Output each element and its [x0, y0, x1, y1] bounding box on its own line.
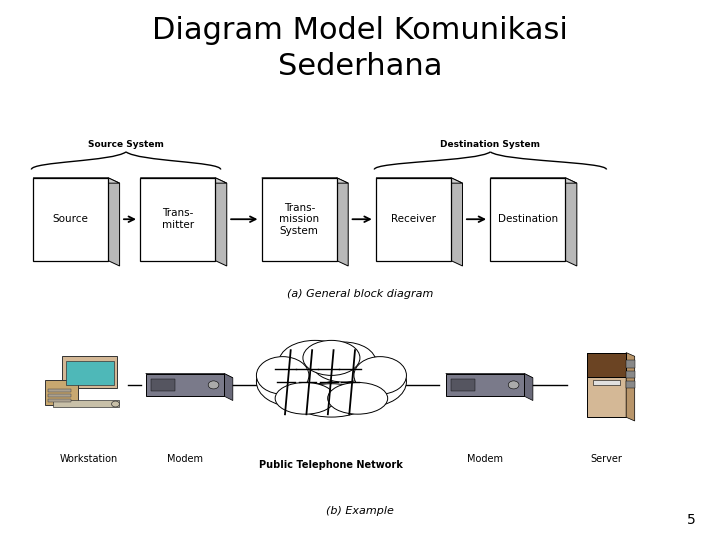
FancyBboxPatch shape — [490, 178, 565, 261]
FancyBboxPatch shape — [145, 374, 224, 396]
Polygon shape — [262, 178, 348, 183]
Text: Modem: Modem — [167, 454, 203, 464]
Polygon shape — [446, 374, 533, 378]
FancyBboxPatch shape — [33, 178, 108, 261]
Polygon shape — [451, 178, 462, 266]
Polygon shape — [224, 374, 233, 401]
Text: Workstation: Workstation — [59, 454, 117, 464]
Text: Destination: Destination — [498, 214, 558, 224]
Text: Trans-
mission
System: Trans- mission System — [279, 202, 320, 236]
Text: Modem: Modem — [467, 454, 503, 464]
Polygon shape — [524, 374, 533, 401]
Polygon shape — [108, 178, 120, 266]
FancyBboxPatch shape — [71, 387, 78, 389]
FancyBboxPatch shape — [140, 178, 215, 261]
FancyBboxPatch shape — [446, 374, 524, 396]
Polygon shape — [33, 178, 120, 183]
Text: Public Telephone Network: Public Telephone Network — [259, 460, 403, 470]
Text: (a) General block diagram: (a) General block diagram — [287, 289, 433, 299]
Ellipse shape — [283, 348, 380, 411]
Ellipse shape — [279, 340, 351, 384]
Ellipse shape — [328, 382, 387, 414]
Text: Source System: Source System — [88, 140, 164, 149]
Text: Trans-
mitter: Trans- mitter — [162, 208, 194, 230]
Polygon shape — [215, 178, 227, 266]
Ellipse shape — [275, 382, 336, 414]
FancyBboxPatch shape — [63, 355, 117, 388]
Polygon shape — [145, 374, 233, 378]
Text: Receiver: Receiver — [391, 214, 436, 224]
FancyBboxPatch shape — [151, 379, 175, 390]
FancyBboxPatch shape — [262, 178, 337, 261]
Polygon shape — [490, 178, 577, 183]
Ellipse shape — [256, 356, 331, 407]
Ellipse shape — [294, 384, 369, 417]
FancyBboxPatch shape — [66, 361, 114, 385]
Ellipse shape — [312, 342, 376, 382]
Text: (b) Example: (b) Example — [326, 505, 394, 516]
Circle shape — [112, 401, 120, 407]
Text: Diagram Model Komunikasi
Sederhana: Diagram Model Komunikasi Sederhana — [152, 16, 568, 81]
FancyBboxPatch shape — [48, 400, 71, 402]
FancyBboxPatch shape — [53, 400, 120, 407]
Ellipse shape — [354, 356, 406, 394]
FancyBboxPatch shape — [45, 381, 78, 406]
Polygon shape — [337, 178, 348, 266]
Ellipse shape — [256, 356, 309, 394]
Circle shape — [208, 381, 219, 389]
FancyBboxPatch shape — [626, 360, 635, 368]
Text: Destination System: Destination System — [441, 140, 541, 149]
Ellipse shape — [303, 340, 360, 375]
Text: Server: Server — [590, 454, 622, 464]
FancyBboxPatch shape — [587, 353, 626, 417]
FancyBboxPatch shape — [48, 394, 71, 397]
Polygon shape — [565, 178, 577, 266]
FancyBboxPatch shape — [593, 380, 620, 385]
Text: Source: Source — [53, 214, 89, 224]
Polygon shape — [376, 178, 462, 183]
FancyBboxPatch shape — [626, 370, 635, 378]
Circle shape — [508, 381, 519, 389]
FancyBboxPatch shape — [451, 379, 474, 390]
Ellipse shape — [331, 356, 406, 407]
Text: 5: 5 — [687, 512, 696, 526]
FancyBboxPatch shape — [376, 178, 451, 261]
FancyBboxPatch shape — [587, 353, 626, 377]
Polygon shape — [626, 353, 635, 421]
FancyBboxPatch shape — [48, 389, 71, 392]
Polygon shape — [140, 178, 227, 183]
FancyBboxPatch shape — [626, 381, 635, 388]
